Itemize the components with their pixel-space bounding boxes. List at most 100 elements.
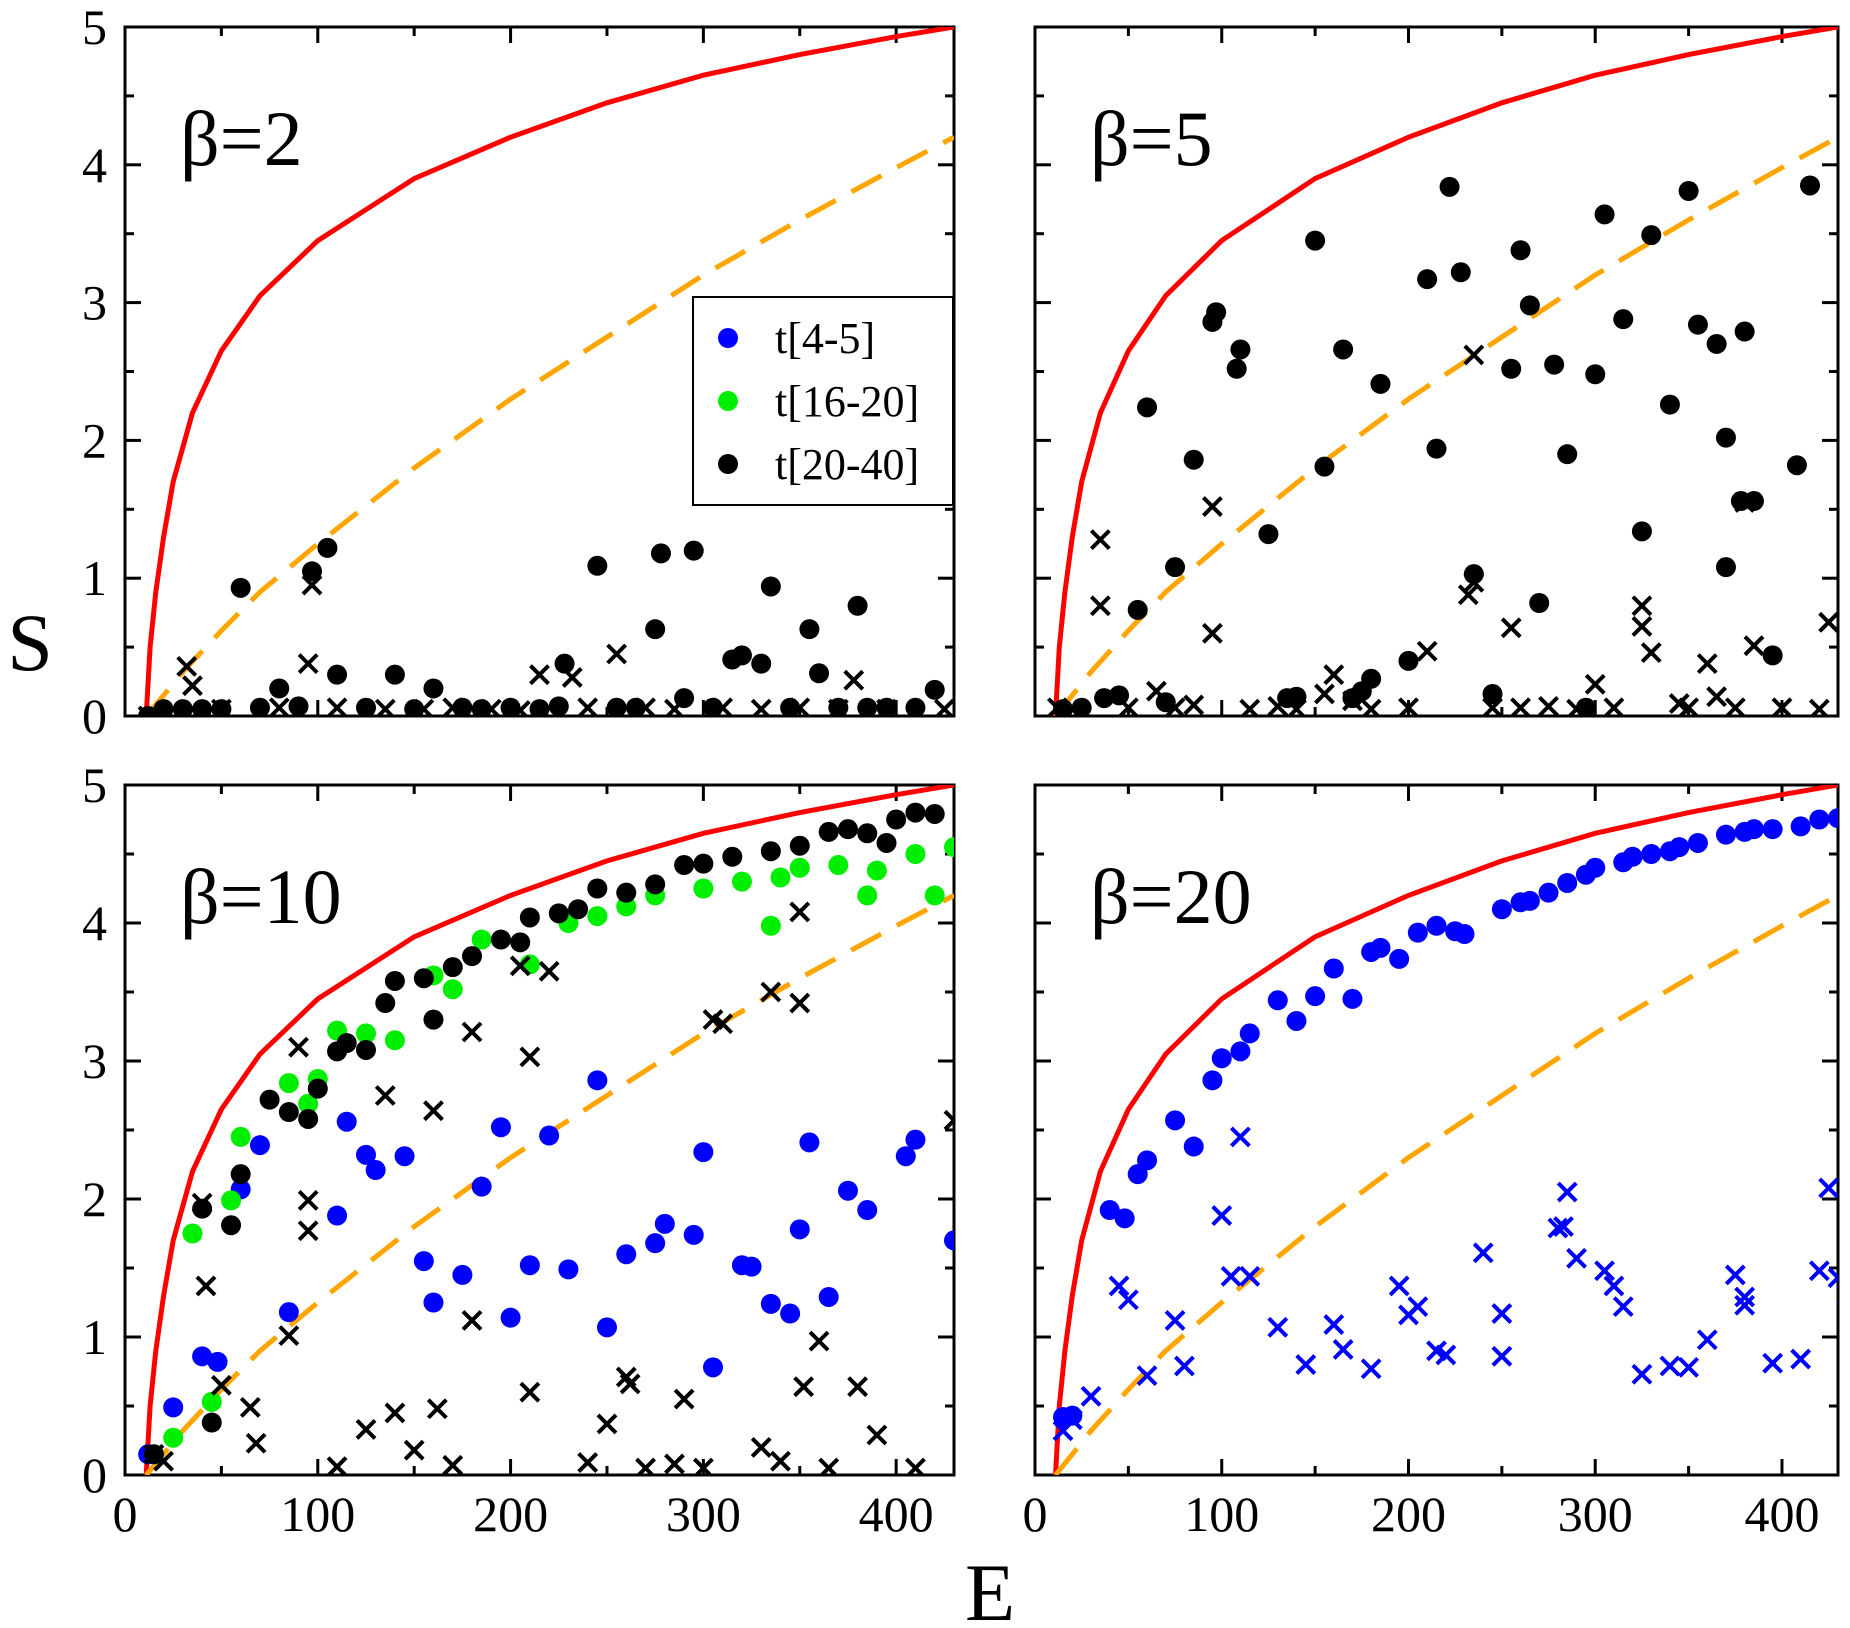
data-point (924, 679, 945, 700)
data-point (731, 645, 752, 666)
data-point-cross (818, 1457, 840, 1475)
data-point-cross (374, 1085, 396, 1106)
data-point (1687, 832, 1708, 853)
data-point (1715, 427, 1736, 448)
data-point (703, 1357, 724, 1378)
data-point (1641, 225, 1662, 246)
data-point (760, 915, 781, 936)
data-point (693, 853, 714, 874)
data-point (1165, 557, 1186, 578)
data-point (1622, 846, 1643, 867)
data-point-cross (1696, 1329, 1718, 1351)
data-point (789, 857, 810, 878)
data-point-cross (606, 643, 628, 665)
data-point (1519, 295, 1540, 316)
data-point (876, 832, 897, 853)
data-point (554, 653, 575, 674)
y-tick-label: 4 (82, 137, 107, 193)
data-point-cross (789, 901, 811, 923)
data-point (1370, 373, 1391, 394)
dashed-reference-curve (144, 893, 954, 1475)
data-point-cross (905, 1457, 926, 1475)
data-point-cross (1164, 697, 1186, 716)
data-point-cross (1286, 698, 1307, 716)
data-point-cross (1314, 683, 1335, 705)
data-point-cross (793, 1376, 815, 1398)
data-point (799, 619, 820, 640)
data-point (1529, 593, 1550, 614)
data-point (163, 1397, 184, 1418)
data-point (857, 885, 878, 906)
data-point (153, 699, 174, 716)
data-point-cross (509, 700, 531, 716)
solid-reference-curve (1053, 27, 1838, 716)
data-point-cross (1734, 1294, 1756, 1316)
data-point (452, 1264, 473, 1285)
data-point-cross (1566, 1247, 1587, 1269)
data-point (230, 1164, 251, 1185)
data-point (278, 1102, 299, 1123)
data-point-cross (1407, 1296, 1429, 1318)
data-point-cross (1360, 1358, 1382, 1380)
data-point (500, 697, 521, 716)
data-point (1510, 240, 1531, 261)
data-point-cross (1553, 1216, 1574, 1238)
data-point (355, 697, 376, 716)
data-point (1613, 309, 1634, 330)
data-point (1786, 455, 1807, 476)
y-tick-label: 5 (82, 757, 107, 813)
data-point-cross (1201, 496, 1223, 517)
data-point-cross (182, 675, 203, 697)
data-point-cross (635, 1457, 656, 1475)
data-point-cross (1631, 1363, 1653, 1385)
data-point (905, 1129, 926, 1150)
series-circle (143, 802, 945, 1465)
data-point (731, 871, 752, 892)
data-point (1501, 358, 1522, 379)
data-point (249, 697, 270, 716)
data-point (1267, 990, 1288, 1011)
data-point (818, 821, 839, 842)
data-point (1799, 175, 1820, 196)
data-point-cross (1239, 698, 1261, 716)
data-point (490, 1117, 511, 1138)
data-point-cross (1510, 697, 1531, 716)
data-point (259, 1089, 280, 1110)
data-point (462, 946, 483, 967)
data-point-cross (384, 1402, 406, 1424)
data-point-cross (1818, 1177, 1838, 1199)
data-point-cross (1790, 1348, 1812, 1370)
data-point (201, 1412, 222, 1433)
data-point (760, 841, 781, 862)
x-tick-label: 0 (113, 1486, 138, 1542)
data-point (741, 1256, 762, 1277)
data-point (1062, 1405, 1083, 1426)
data-point-cross (1612, 1296, 1634, 1318)
data-point-cross (1724, 697, 1746, 716)
data-point-cross (403, 1439, 425, 1461)
legend-marker (718, 328, 738, 348)
panel-beta-10: 0 1 2 3 4 5 0 100 200 300 400 β=10 (82, 757, 956, 1542)
data-point (1743, 819, 1764, 840)
y-tick-label: 3 (82, 1033, 107, 1089)
data-point (606, 697, 627, 716)
data-point (693, 1142, 714, 1163)
data-point-cross (1108, 1275, 1130, 1297)
data-point-cross (461, 1021, 483, 1043)
data-point-cross (442, 697, 464, 716)
data-point (355, 1039, 376, 1060)
x-tick-label: 200 (473, 1486, 548, 1542)
data-point (288, 696, 309, 716)
data-point (1678, 180, 1699, 201)
data-point (1641, 844, 1662, 864)
data-point (1715, 824, 1736, 845)
data-point (857, 697, 878, 716)
data-point-cross (1117, 1289, 1139, 1311)
data-point-cross (843, 669, 865, 691)
data-point (799, 1132, 820, 1153)
data-point-cross (664, 1453, 685, 1475)
legend-marker (718, 391, 738, 411)
y-tick-label: 2 (82, 412, 107, 468)
data-point-cross (1089, 529, 1111, 551)
data-point (1183, 449, 1204, 470)
